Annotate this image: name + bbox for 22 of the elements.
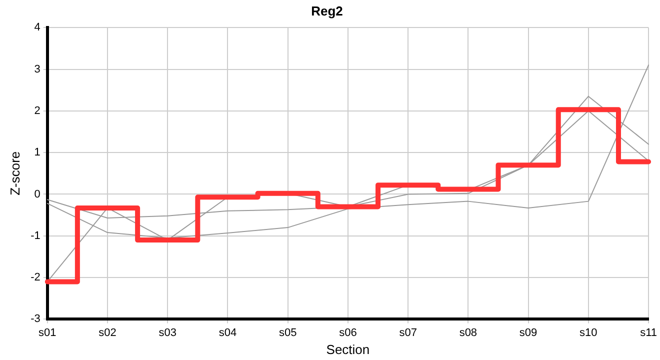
x-tick-label: s04 [218,326,237,339]
y-tick-label: 2 [34,104,40,117]
y-tick-label: 3 [34,63,40,76]
y-tick-label: 0 [34,188,40,200]
y-tick-label: -2 [30,272,40,284]
x-tick-label: s07 [399,326,417,339]
x-tick-label: s05 [278,326,297,339]
y-tick-label: -1 [30,230,40,242]
y-tick-label: -3 [30,313,40,326]
x-tick-label: s06 [339,326,357,339]
x-tick-label: s09 [519,326,538,339]
y-tick-label: 4 [34,22,40,34]
y-tick-label: 1 [34,146,40,159]
x-tick-label: s11 [640,326,657,339]
y-axis-title: Z-score [7,151,22,196]
x-tick-label: s03 [158,326,176,339]
x-tick-label: s08 [459,326,478,339]
x-tick-label: s02 [98,326,116,339]
x-tick-label: s10 [580,326,598,339]
x-axis-title: Section [326,342,370,357]
chart-title: Reg2 [311,3,343,18]
x-tick-label: s01 [38,326,56,339]
